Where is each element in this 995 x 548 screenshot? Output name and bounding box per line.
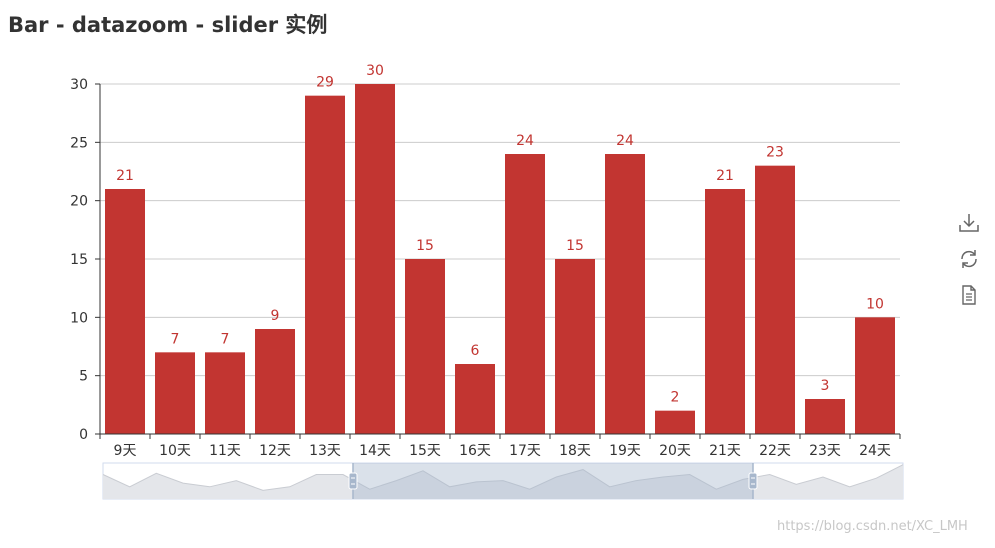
data-label: 21: [716, 168, 734, 184]
bar[interactable]: [105, 189, 145, 434]
bar[interactable]: [455, 364, 495, 434]
y-tick-label: 0: [79, 427, 88, 443]
y-tick-label: 20: [70, 194, 88, 210]
x-tick-label: 16天: [459, 443, 491, 459]
x-tick-label: 10天: [159, 443, 191, 459]
data-label: 3: [821, 378, 830, 394]
x-tick-label: 13天: [309, 443, 341, 459]
x-tick-label: 18天: [559, 443, 591, 459]
bar[interactable]: [355, 84, 395, 434]
x-tick-label: 17天: [509, 443, 541, 459]
datazoom-end-handle[interactable]: [748, 472, 758, 490]
bar[interactable]: [705, 189, 745, 434]
datazoom-overview-line: [102, 464, 904, 491]
bar[interactable]: [655, 410, 695, 434]
x-tick-label: 12天: [259, 443, 291, 459]
data-view-icon[interactable]: [958, 284, 980, 306]
data-label: 7: [221, 331, 230, 347]
download-icon[interactable]: [958, 212, 980, 234]
data-label: 15: [566, 238, 584, 254]
x-tick-label: 20天: [659, 443, 691, 459]
bar[interactable]: [605, 154, 645, 434]
data-label: 24: [616, 133, 634, 149]
data-label: 10: [866, 296, 884, 312]
bar[interactable]: [155, 352, 195, 434]
watermark: https://blog.csdn.net/XC_LMH: [777, 519, 968, 534]
x-tick-label: 15天: [409, 443, 441, 459]
data-label: 24: [516, 133, 534, 149]
x-tick-label: 19天: [609, 443, 641, 459]
data-label: 23: [766, 145, 784, 161]
bar[interactable]: [205, 352, 245, 434]
x-tick-label: 9天: [114, 443, 137, 459]
bar[interactable]: [505, 154, 545, 434]
data-label: 15: [416, 238, 434, 254]
datazoom-selected-range[interactable]: [353, 463, 753, 499]
data-label: 2: [671, 390, 680, 406]
data-label: 9: [271, 308, 280, 324]
datazoom-overview-area: [103, 464, 903, 499]
x-tick-label: 21天: [709, 443, 741, 459]
datazoom-slider: [102, 462, 904, 500]
bar[interactable]: [255, 329, 295, 434]
x-tick-label: 14天: [359, 443, 391, 459]
y-tick-label: 10: [70, 310, 88, 326]
data-label: 29: [316, 75, 334, 91]
axes: 0 5 10 15 20 25 30 9天 10天 11天 12天 13天 14天 15天 16天 17天 18…: [70, 77, 901, 459]
x-tick-label: 24天: [859, 443, 891, 459]
data-label: 7: [171, 331, 180, 347]
x-tick-label: 23天: [809, 443, 841, 459]
datazoom-start-handle[interactable]: [348, 472, 358, 490]
bar[interactable]: [755, 165, 795, 434]
y-tick-label: 15: [70, 252, 88, 268]
refresh-icon[interactable]: [958, 248, 980, 270]
toolbox: [958, 212, 980, 320]
bar-series: [105, 84, 895, 435]
data-label: 21: [116, 168, 134, 184]
bar[interactable]: [805, 399, 845, 434]
x-tick-label: 22天: [759, 443, 791, 459]
y-tick-label: 30: [70, 77, 88, 93]
bar[interactable]: [555, 259, 595, 434]
chart-title: Bar - datazoom - slider 实例: [8, 13, 328, 37]
y-tick-label: 5: [79, 369, 88, 385]
data-label: 6: [471, 343, 480, 359]
data-label: 30: [366, 63, 384, 79]
x-tick-label: 11天: [209, 443, 241, 459]
y-tick-label: 25: [70, 135, 88, 151]
bar[interactable]: [855, 317, 895, 434]
data-labels: 21 7 7 9 29 30 15 6 24 15 24 2 21 23 3 10: [116, 63, 884, 406]
bar[interactable]: [305, 95, 345, 435]
bar[interactable]: [405, 259, 445, 434]
